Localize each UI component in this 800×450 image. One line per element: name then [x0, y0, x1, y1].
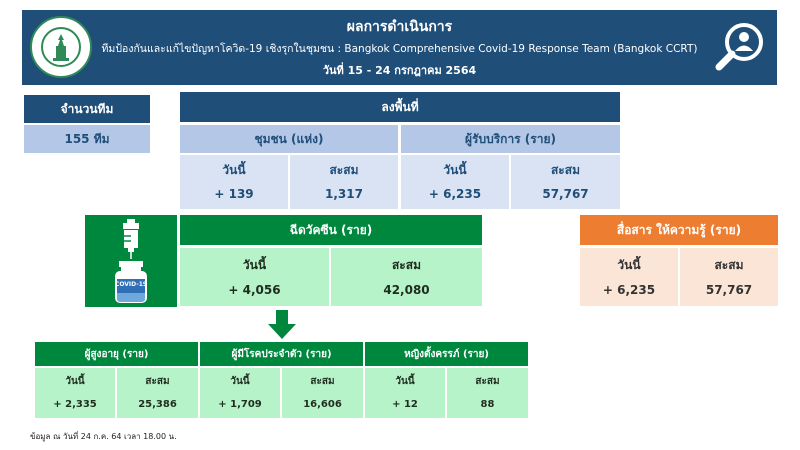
field-work-header: ลงพื้นที่	[180, 92, 620, 122]
chronic-disease-total-value: 16,606	[303, 398, 342, 410]
pregnant-total-value: 88	[480, 398, 495, 410]
clients-header: ผู้รับบริการ (ราย)	[401, 125, 620, 153]
community-header: ชุมชน (แห่ง)	[180, 125, 398, 153]
total-label: สะสม	[310, 375, 335, 387]
clients-today-value: + 6,235	[428, 187, 482, 201]
pregnant-header: หญิงตั้งครรภ์ (ราย)	[365, 342, 528, 366]
education-today-value: + 6,235	[602, 283, 656, 297]
search-person-icon	[715, 23, 763, 71]
pregnant-today-value: + 12	[392, 398, 418, 410]
today-label: วันนี้	[395, 375, 415, 387]
community-total-value: 1,317	[325, 187, 363, 201]
bangkok-logo-icon	[30, 16, 92, 78]
vaccine-header: ฉีดวัคซีน (ราย)	[180, 215, 482, 245]
vaccine-total-value: 42,080	[383, 283, 430, 297]
chronic-disease-today-cell: วันนี้ + 1,709	[200, 368, 280, 418]
vaccine-total-cell: สะสม 42,080	[331, 248, 482, 306]
header-banner: ผลการดำเนินการ ทีมป้องกันและแก้ไขปัญหาโค…	[22, 10, 777, 85]
education-today-cell: วันนี้ + 6,235	[580, 248, 678, 306]
community-today-value: + 139	[214, 187, 254, 201]
arrow-down-icon	[268, 310, 296, 339]
pregnant-today-cell: วันนี้ + 12	[365, 368, 445, 418]
education-total-value: 57,767	[705, 283, 753, 297]
vial-label: COVID-19	[114, 280, 148, 288]
total-label: สะสม	[391, 257, 421, 272]
total-label: สะสม	[145, 375, 170, 387]
elderly-today-cell: วันนี้ + 2,335	[35, 368, 115, 418]
clients-today-cell: วันนี้ + 6,235	[401, 155, 509, 209]
elderly-total-cell: สะสม 25,386	[117, 368, 198, 418]
elderly-header: ผู้สูงอายุ (ราย)	[35, 342, 198, 366]
syringe-vial-icon	[115, 219, 147, 303]
today-label: วันนี้	[230, 375, 250, 387]
page-subtitle: ทีมป้องกันและแก้ไขปัญหาโควิด-19 เชิงรุกใ…	[101, 43, 698, 55]
chronic-disease-header: ผู้มีโรคประจำตัว (ราย)	[200, 342, 363, 366]
chronic-disease-today-value: + 1,709	[218, 398, 262, 410]
education-total-cell: สะสม 57,767	[680, 248, 778, 306]
clients-total-value: 57,767	[542, 187, 589, 201]
education-header: สื่อสาร ให้ความรู้ (ราย)	[580, 215, 778, 245]
today-label: วันนี้	[242, 257, 267, 272]
clients-total-cell: สะสม 57,767	[511, 155, 620, 209]
community-today-cell: วันนี้ + 139	[180, 155, 288, 209]
pregnant-total-cell: สะสม 88	[447, 368, 528, 418]
elderly-total-value: 25,386	[138, 398, 177, 410]
page-title: ผลการดำเนินการ	[346, 19, 453, 35]
vaccine-today-cell: วันนี้ + 4,056	[180, 248, 329, 306]
vaccine-today-value: + 4,056	[228, 283, 281, 297]
today-label: วันนี้	[617, 257, 641, 272]
chronic-disease-total-cell: สะสม 16,606	[282, 368, 363, 418]
data-timestamp-note: ข้อมูล ณ วันที่ 24 ก.ค. 64 เวลา 18.00 น.	[30, 432, 177, 441]
today-label: วันนี้	[222, 162, 246, 177]
elderly-today-value: + 2,335	[53, 398, 97, 410]
teams-count: 155 ทีม	[24, 125, 150, 153]
total-label: สะสม	[550, 162, 580, 177]
vaccine-icon-tile: COVID-19	[85, 215, 177, 307]
date-range: วันที่ 15 - 24 กรกฎาคม 2564	[322, 64, 477, 77]
total-label: สะสม	[475, 375, 500, 387]
teams-header: จำนวนทีม	[24, 95, 150, 123]
total-label: สะสม	[329, 162, 359, 177]
community-total-cell: สะสม 1,317	[290, 155, 398, 209]
today-label: วันนี้	[443, 162, 467, 177]
today-label: วันนี้	[65, 375, 85, 387]
total-label: สะสม	[714, 257, 744, 272]
